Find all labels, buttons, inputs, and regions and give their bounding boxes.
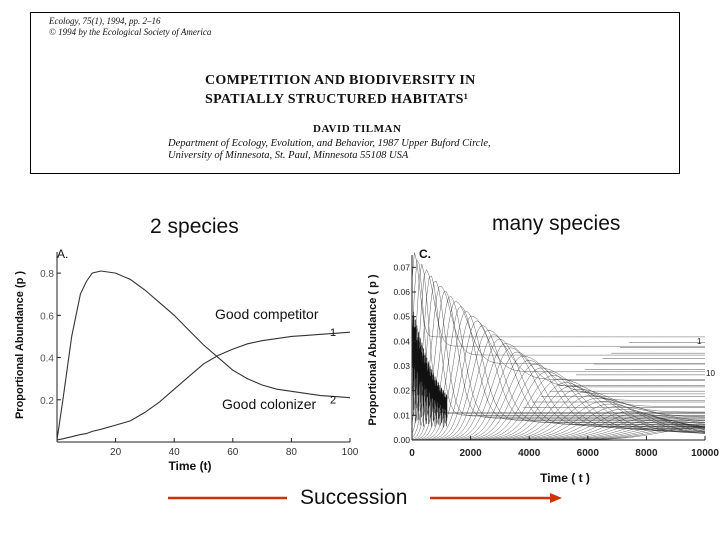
- article-title: COMPETITION AND BIODIVERSITY IN SPATIALL…: [205, 71, 476, 109]
- succession-label: Succession: [300, 486, 408, 509]
- many-species-heading: many species: [492, 212, 621, 235]
- panel-label-a: A.: [57, 247, 68, 261]
- arrow-head-icon: [550, 493, 562, 503]
- species-line: [411, 263, 705, 414]
- y-tick-label: 0.8: [40, 269, 54, 280]
- species-line: [411, 291, 705, 440]
- species-line: [412, 315, 705, 441]
- series-line-2: [56, 270, 351, 440]
- y-tick-label: 0.07: [393, 262, 410, 272]
- two-species-heading: 2 species: [150, 215, 239, 238]
- y-tick-label: 0.06: [393, 287, 410, 297]
- species-line: [411, 281, 705, 439]
- chart-c-ylabel: Proportional Abundance ( p ): [367, 274, 379, 425]
- series-end-label: 2: [330, 395, 336, 407]
- chart-c-axes: 0 2000 4000 6000 8000 10000 0.00 0.01 0.02 0.03 0.…: [393, 255, 719, 459]
- x-tick-label: 8000: [635, 448, 658, 459]
- x-tick-label: 100: [342, 447, 359, 458]
- affiliation-line: Department of Ecology, Evolution, and Be…: [168, 138, 491, 149]
- article-title-line: COMPETITION AND BIODIVERSITY IN: [205, 73, 476, 88]
- chart-a-xlabel: Time (t): [168, 459, 211, 473]
- x-tick-label: 2000: [459, 448, 482, 459]
- series-line-1: [56, 331, 351, 441]
- chart-a-axes: 20 40 60 80 100 0.2 0.4 0.6 0.8: [40, 252, 359, 458]
- x-tick-label: 20: [110, 447, 122, 458]
- copyright-line: © 1994 by the Ecological Society of Amer…: [49, 27, 212, 37]
- x-tick-label: 0: [409, 448, 415, 459]
- x-tick-label: 40: [169, 447, 181, 458]
- article-title-line: SPATIALLY STRUCTURED HABITATS¹: [205, 92, 469, 107]
- paper-header: Ecology, 75(1), 1994, pp. 2–16 © 1994 by…: [30, 12, 680, 174]
- species-line: [412, 338, 705, 441]
- y-tick-label: 0.04: [393, 336, 410, 346]
- y-tick-label: 0.05: [393, 312, 410, 322]
- species-line: [411, 269, 705, 425]
- good-competitor-label: Good competitor: [215, 306, 319, 322]
- x-tick-label: 10000: [691, 448, 719, 459]
- y-tick-label: 0.01: [393, 410, 410, 420]
- species-line: [412, 329, 705, 441]
- chart-a-ylabel: Proportional Abundance (p ): [14, 271, 26, 419]
- y-tick-label: 0.02: [393, 386, 410, 396]
- chart-a-lines: 12: [56, 270, 351, 441]
- x-tick-label: 60: [227, 447, 239, 458]
- journal-citation: Ecology, 75(1), 1994, pp. 2–16 © 1994 by…: [49, 16, 211, 38]
- y-tick-label: 0.2: [40, 396, 54, 407]
- y-tick-label: 0.00: [393, 435, 410, 445]
- y-tick-label: 0.6: [40, 311, 54, 322]
- species-line: [411, 285, 705, 440]
- species-line: [412, 320, 705, 441]
- good-colonizer-label: Good colonizer: [222, 396, 317, 412]
- line-end-label: 1: [697, 337, 702, 346]
- species-line: [411, 252, 705, 338]
- affiliation-line: University of Minnesota, St. Paul, Minne…: [168, 150, 409, 161]
- x-tick-label: 6000: [577, 448, 600, 459]
- series-end-label: 1: [330, 327, 336, 339]
- chart-c-xlabel: Time ( t ): [540, 471, 590, 485]
- y-tick-label: 0.03: [393, 361, 410, 371]
- line-end-label: 10: [706, 369, 715, 378]
- y-tick-label: 0.4: [40, 354, 54, 365]
- species-line: [411, 305, 448, 428]
- species-line: [412, 355, 705, 441]
- panel-label-c: C.: [419, 247, 431, 261]
- journal-line: Ecology, 75(1), 1994, pp. 2–16: [49, 16, 161, 26]
- author-name: DAVID TILMAN: [313, 123, 402, 135]
- author-affiliation: Department of Ecology, Evolution, and Be…: [168, 138, 491, 162]
- x-tick-label: 80: [286, 447, 298, 458]
- x-tick-label: 4000: [518, 448, 541, 459]
